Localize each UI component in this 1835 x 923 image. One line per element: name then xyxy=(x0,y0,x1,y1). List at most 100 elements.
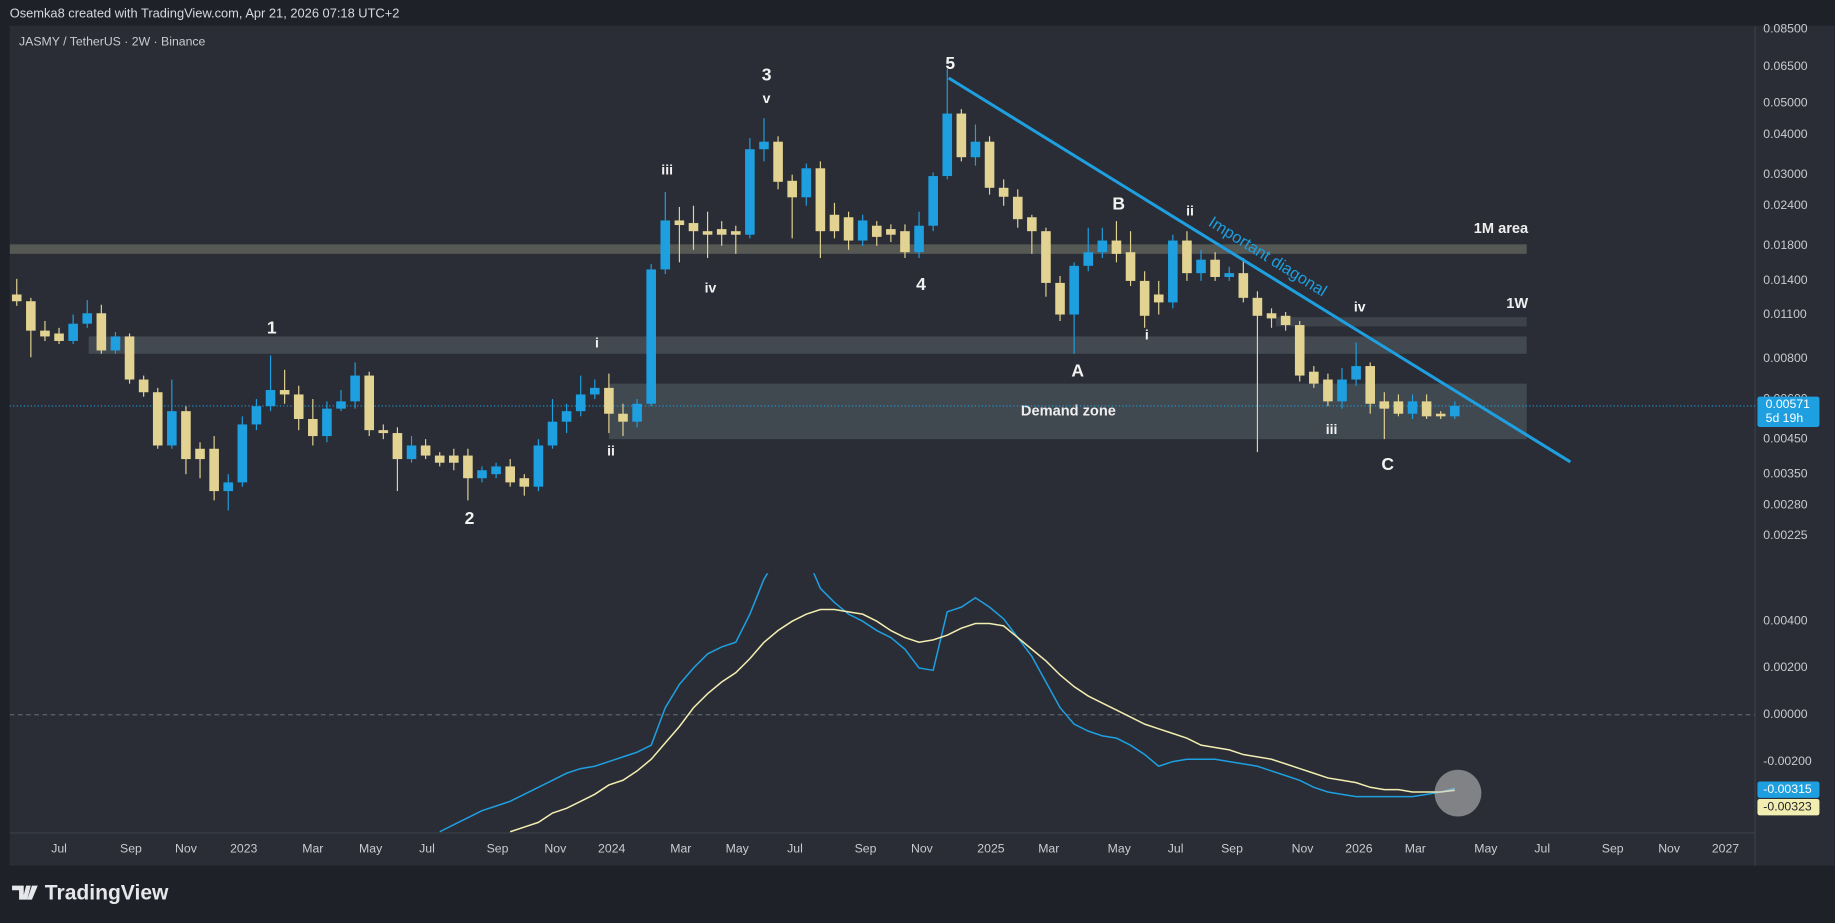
top-bar xyxy=(0,0,1835,26)
candle-body xyxy=(491,466,501,475)
wave-label: iv xyxy=(1354,298,1366,314)
x-tick-label: Nov xyxy=(911,842,934,856)
y-tick-label: 0.01100 xyxy=(1763,307,1807,321)
candle-body xyxy=(1450,405,1460,417)
x-tick-label: 2023 xyxy=(230,842,257,856)
candle-body xyxy=(1224,273,1235,277)
indicator-line xyxy=(509,608,1455,833)
candle-body xyxy=(265,390,276,407)
zone-label: 1M area xyxy=(1474,221,1529,237)
y-tick-label: 0.04000 xyxy=(1763,127,1808,141)
candle-body xyxy=(378,430,389,434)
candle-body xyxy=(1196,259,1206,274)
candle-body xyxy=(1139,280,1150,316)
y-tick-label: 0.06500 xyxy=(1763,59,1808,73)
candle-body xyxy=(547,421,558,446)
candle-body xyxy=(745,149,755,235)
wave-label: ii xyxy=(1186,202,1194,218)
indicator-pane xyxy=(9,573,1756,833)
candle-body xyxy=(1097,240,1108,253)
wave-label: 4 xyxy=(916,274,926,294)
candle-body xyxy=(392,433,403,460)
candle-body xyxy=(759,141,769,150)
x-tick-label: Mar xyxy=(670,842,691,856)
candle-body xyxy=(110,336,121,351)
wave-label: iii xyxy=(661,161,673,177)
x-tick-label: Nov xyxy=(175,842,198,856)
candle-body xyxy=(237,424,248,483)
candle-body xyxy=(406,445,417,460)
y-tick-label: 0.00200 xyxy=(1763,660,1808,674)
indicator-value-label: -0.00323 xyxy=(1763,799,1812,813)
candle-body xyxy=(970,141,981,158)
candle-body xyxy=(1337,379,1347,402)
x-tick-label: 2024 xyxy=(598,842,625,856)
x-tick-label: Jul xyxy=(1534,842,1550,856)
candle-body xyxy=(843,217,854,241)
candle-body xyxy=(477,470,487,479)
x-tick-label: 2025 xyxy=(977,842,1004,856)
candle-body xyxy=(1238,273,1249,298)
candle-body xyxy=(773,141,783,182)
candle-body xyxy=(984,141,995,188)
zone xyxy=(88,336,1527,354)
candle-body xyxy=(11,294,22,302)
wave-label: iii xyxy=(1326,421,1338,437)
x-tick-label: Sep xyxy=(1602,842,1624,856)
x-tick-label: Sep xyxy=(855,842,877,856)
candle-body xyxy=(928,176,938,226)
indicator-value-label: -0.00315 xyxy=(1763,782,1812,796)
x-tick-label: Mar xyxy=(1038,842,1059,856)
candle-body xyxy=(801,168,812,198)
x-tick-label: May xyxy=(359,842,383,856)
candle-body xyxy=(1069,265,1079,315)
zone-label: 1W xyxy=(1506,296,1528,312)
candle-body xyxy=(364,375,375,431)
candle-body xyxy=(96,313,107,351)
candle-body xyxy=(1252,297,1263,316)
candle-body xyxy=(829,214,840,232)
candle-body xyxy=(463,455,473,479)
wave-label: 3 xyxy=(762,65,772,85)
candle-body xyxy=(716,229,727,235)
y-tick-label: 0.03000 xyxy=(1763,167,1808,181)
candle-body xyxy=(1210,259,1220,277)
x-tick-label: Nov xyxy=(544,842,567,856)
candle-body xyxy=(561,411,572,422)
axes: 0.08500 0.06500 0.05000 0.04000 0.03000 0.024… xyxy=(51,22,1820,856)
candle-body xyxy=(336,401,346,409)
logo-text: TradingView xyxy=(45,881,169,904)
candle-body xyxy=(1168,240,1178,303)
candle-body xyxy=(1041,231,1051,283)
candle-body xyxy=(886,229,896,235)
candle-body xyxy=(350,375,360,402)
candle-body xyxy=(604,387,614,414)
candle-body xyxy=(1182,240,1192,274)
wave-label: C xyxy=(1381,454,1394,474)
candle-body xyxy=(505,466,515,483)
candle-body xyxy=(519,478,530,487)
candle-body xyxy=(1407,401,1418,414)
y-tick-label: 0.00000 xyxy=(1763,707,1808,721)
y-tick-label: 0.02400 xyxy=(1763,198,1808,212)
y-tick-label: 0.01800 xyxy=(1763,238,1808,252)
y-tick-label: 0.00350 xyxy=(1763,466,1808,480)
logo-icon xyxy=(12,885,38,900)
x-tick-label: Jul xyxy=(419,842,435,856)
candle-body xyxy=(1379,401,1390,409)
candle-body xyxy=(1421,401,1432,417)
wave-label: 2 xyxy=(465,508,475,528)
x-tick-label: Jul xyxy=(1168,842,1184,856)
candle-body xyxy=(167,411,177,446)
wave-label: A xyxy=(1071,361,1084,381)
candle-body xyxy=(590,387,600,395)
candle-body xyxy=(575,394,586,412)
candle-body xyxy=(998,187,1009,197)
candle-body xyxy=(1365,366,1376,404)
candle-body xyxy=(420,445,431,456)
candle-body xyxy=(279,390,290,395)
last-price-label: 0.00571 xyxy=(1766,397,1811,411)
candle-body xyxy=(54,333,64,341)
candle-body xyxy=(914,225,924,253)
